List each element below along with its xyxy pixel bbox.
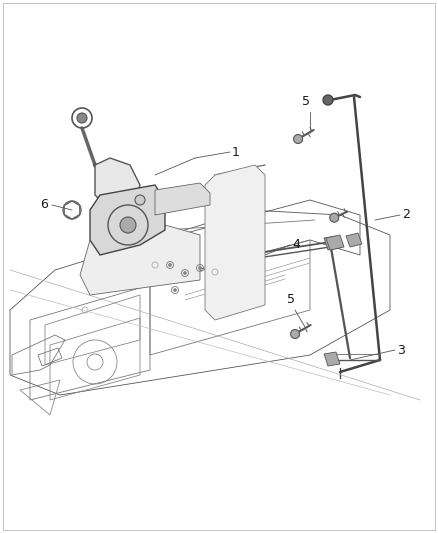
Circle shape <box>173 288 177 292</box>
Text: 1: 1 <box>232 146 240 158</box>
Circle shape <box>169 263 172 266</box>
Polygon shape <box>205 165 265 320</box>
Circle shape <box>323 95 333 105</box>
Text: 6: 6 <box>40 198 48 212</box>
Polygon shape <box>324 352 340 366</box>
Circle shape <box>293 134 303 143</box>
Circle shape <box>290 329 300 338</box>
Polygon shape <box>324 236 340 250</box>
Circle shape <box>330 213 339 222</box>
Text: 3: 3 <box>397 343 405 357</box>
Polygon shape <box>346 233 362 247</box>
Text: 5: 5 <box>302 95 310 108</box>
Polygon shape <box>326 235 344 250</box>
Text: 2: 2 <box>402 208 410 222</box>
Polygon shape <box>90 185 165 255</box>
Circle shape <box>120 217 136 233</box>
Circle shape <box>135 195 145 205</box>
Text: 5: 5 <box>287 293 295 306</box>
Circle shape <box>77 113 87 123</box>
Circle shape <box>184 271 187 274</box>
Polygon shape <box>155 183 210 215</box>
Polygon shape <box>80 225 200 295</box>
Polygon shape <box>95 158 140 208</box>
Circle shape <box>198 266 201 270</box>
Text: 4: 4 <box>292 238 300 252</box>
